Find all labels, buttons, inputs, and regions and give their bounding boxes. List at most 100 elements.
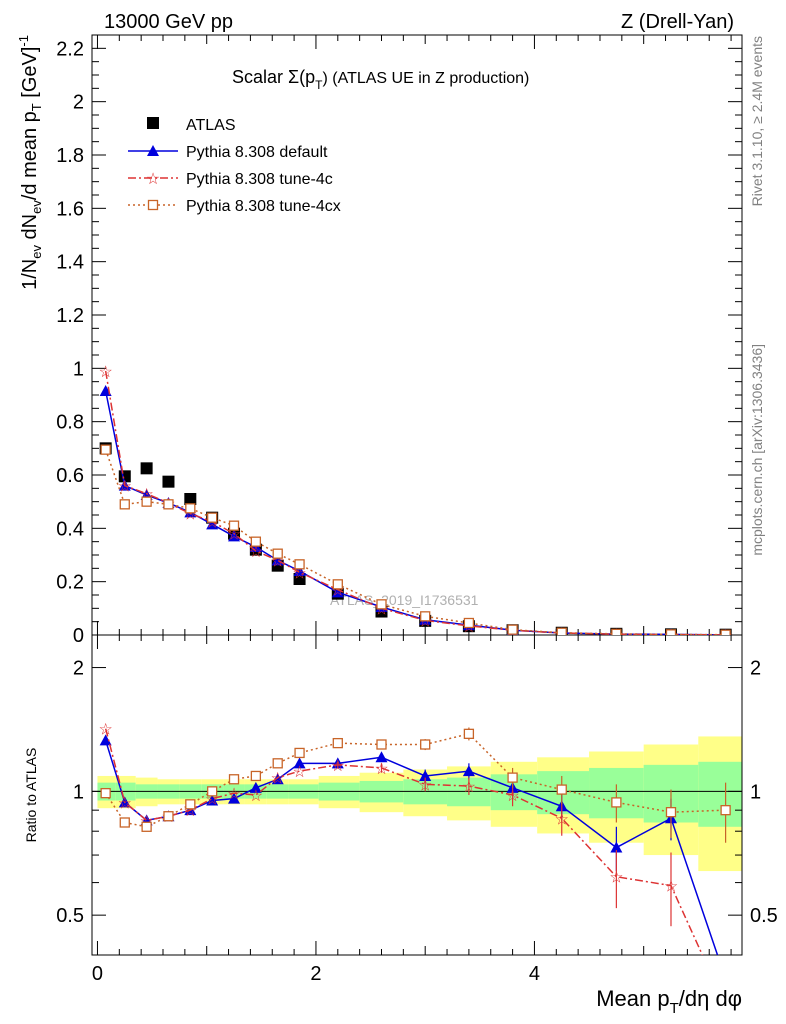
point-tune4cx <box>376 599 387 610</box>
point-tune4cx <box>163 499 174 510</box>
ratio-point-tune4cx <box>611 797 622 808</box>
ratio-point-default <box>293 757 306 769</box>
chart-title: Scalar Σ(pT) (ATLAS UE in Z production) <box>232 67 529 92</box>
ratio-point-tune4cx <box>556 784 567 795</box>
ratio-point-tune4c: ☆ <box>664 879 678 896</box>
y-tick-label: 0.8 <box>56 412 84 434</box>
xlabel-tail: /dη dφ <box>679 986 742 1011</box>
point-tune4c: ☆ <box>249 544 263 561</box>
point-tune4cx <box>556 627 567 635</box>
point-tune4cx <box>665 629 677 635</box>
ratio-point-tune4c: ☆ <box>118 795 132 812</box>
y-tick-label: 1.4 <box>56 252 84 274</box>
ylabel-e: /d mean p <box>19 111 41 200</box>
ylabel-a: 1/N <box>19 259 41 290</box>
ylabel-c: dN <box>19 214 41 245</box>
point-tune4cx <box>420 611 431 622</box>
y-tick-label: 0.4 <box>56 518 84 540</box>
ratio-point-tune4c: ☆ <box>505 788 519 805</box>
legend-label-default: Pythia 8.308 default <box>186 144 328 161</box>
main-axis-ticks: 0 0.2 0.4 0.6 0.8 1 1.2 1.4 1.6 1.8 2 2.2 <box>56 34 742 647</box>
point-tune4cx <box>100 444 111 455</box>
ylabel-d: ev <box>29 200 44 214</box>
legend-marker-default <box>147 145 159 156</box>
legend-label-atlas: ATLAS <box>186 117 236 134</box>
ratio-ylabel: Ratio to ATLAS <box>23 748 39 843</box>
point-tune4cx <box>119 499 130 510</box>
point-tune4cx <box>720 629 731 635</box>
ratio-point-default <box>249 781 262 793</box>
band-inner <box>698 761 742 827</box>
ratio-panel-frame <box>91 634 743 956</box>
point-tune4cx <box>294 559 305 570</box>
ratio-point-tune4cx <box>141 821 152 832</box>
y-tick-label: 2 <box>73 92 84 114</box>
ratio-point-tune4c: ☆ <box>292 764 306 781</box>
point-tune4cx <box>463 617 475 629</box>
point-tune4cx <box>250 536 262 547</box>
y-tick-label: 0.6 <box>56 465 84 487</box>
legend: ATLAS Pythia 8.308 default ☆ Pythia 8.30… <box>128 117 341 215</box>
y-tick-label: 0 <box>73 625 84 647</box>
ratio-point-tune4cx <box>332 737 343 749</box>
ratio-point-tune4cx <box>228 774 240 785</box>
legend-marker-tune4cx <box>147 199 159 211</box>
ratio-point-tune4cx <box>720 805 731 816</box>
ratio-point-default <box>375 751 388 763</box>
ratio-point-default <box>99 734 112 746</box>
y-tick-label: 1.8 <box>56 145 84 167</box>
point-tune4cx <box>228 520 240 531</box>
x-tick-label: 0 <box>92 963 103 985</box>
point-tune4c: ☆ <box>292 565 306 582</box>
main-ylabel: 1/Nev dNev/d mean pT [GeV]-1 <box>16 35 44 290</box>
title-main: Scalar Σ(p <box>232 67 315 87</box>
point-tune4c: ☆ <box>118 479 132 496</box>
atlas-point <box>184 493 197 505</box>
y-tick-label: 0.2 <box>56 572 84 594</box>
ratio-point-tune4c: ☆ <box>555 811 569 828</box>
point-tune4c: ☆ <box>98 364 112 381</box>
point-default <box>228 530 241 542</box>
y-tick-label: 1.6 <box>56 198 84 220</box>
ratio-point-default <box>271 773 284 785</box>
y-tick-label: 1.2 <box>56 305 84 327</box>
ratio-point-tune4cx <box>185 799 196 810</box>
title-sub: T <box>315 78 323 92</box>
point-tune4cx <box>207 512 218 523</box>
ratio-point-default <box>228 792 241 804</box>
ratio-point-tune4cx <box>207 786 218 797</box>
main-data: ☆☆☆☆☆☆☆☆☆☆☆☆☆☆☆☆☆☆☆ <box>98 364 733 635</box>
point-tune4cx <box>272 548 283 559</box>
ratio-axis-ticks: 0 2 4 0.5 0.5 1 1 2 2 <box>56 635 778 985</box>
ylabel-h: -1 <box>16 35 31 47</box>
rivet-label: Rivet 3.1.10, ≥ 2.4M events <box>749 36 765 206</box>
point-tune4cx <box>185 503 196 514</box>
point-tune4cx <box>507 624 518 635</box>
ratio-point-tune4c: ☆ <box>227 786 241 803</box>
atlas-point <box>140 462 153 475</box>
ratio-point-tune4cx <box>163 811 174 822</box>
point-tune4cx <box>611 628 622 635</box>
ratio-y-tick-label-right: 2 <box>750 658 761 680</box>
ratio-point-tune4cx <box>507 772 518 783</box>
point-default <box>206 518 219 530</box>
mcplots-label: mcplots.cern.ch [arXiv:1306.3436] <box>749 344 765 556</box>
ratio-data: ☆☆☆☆☆☆☆☆☆☆☆☆☆☆☆☆☆☆☆ <box>98 722 732 984</box>
ratio-point-default <box>720 973 732 984</box>
ratio-point-tune4c: ☆ <box>609 870 623 887</box>
ratio-point-default <box>206 794 219 806</box>
header-process: Z (Drell-Yan) <box>621 11 734 33</box>
point-tune4c: ☆ <box>227 527 241 544</box>
legend-marker-tune4c: ☆ <box>146 171 160 188</box>
ylabel-b: ev <box>29 245 44 259</box>
atlas-point <box>118 470 131 483</box>
ratio-point-tune4cx <box>463 728 475 739</box>
point-default <box>331 586 344 598</box>
analysis-watermark: ATLAS_2019_I1736531 <box>330 592 479 608</box>
ratio-y-tick-label-right: 0.5 <box>750 905 778 927</box>
ratio-point-tune4cx <box>119 817 130 828</box>
ratio-point-tune4c: ☆ <box>331 758 345 775</box>
ratio-point-tune4c: ☆ <box>271 771 285 788</box>
ratio-point-tune4c: ☆ <box>98 722 112 739</box>
